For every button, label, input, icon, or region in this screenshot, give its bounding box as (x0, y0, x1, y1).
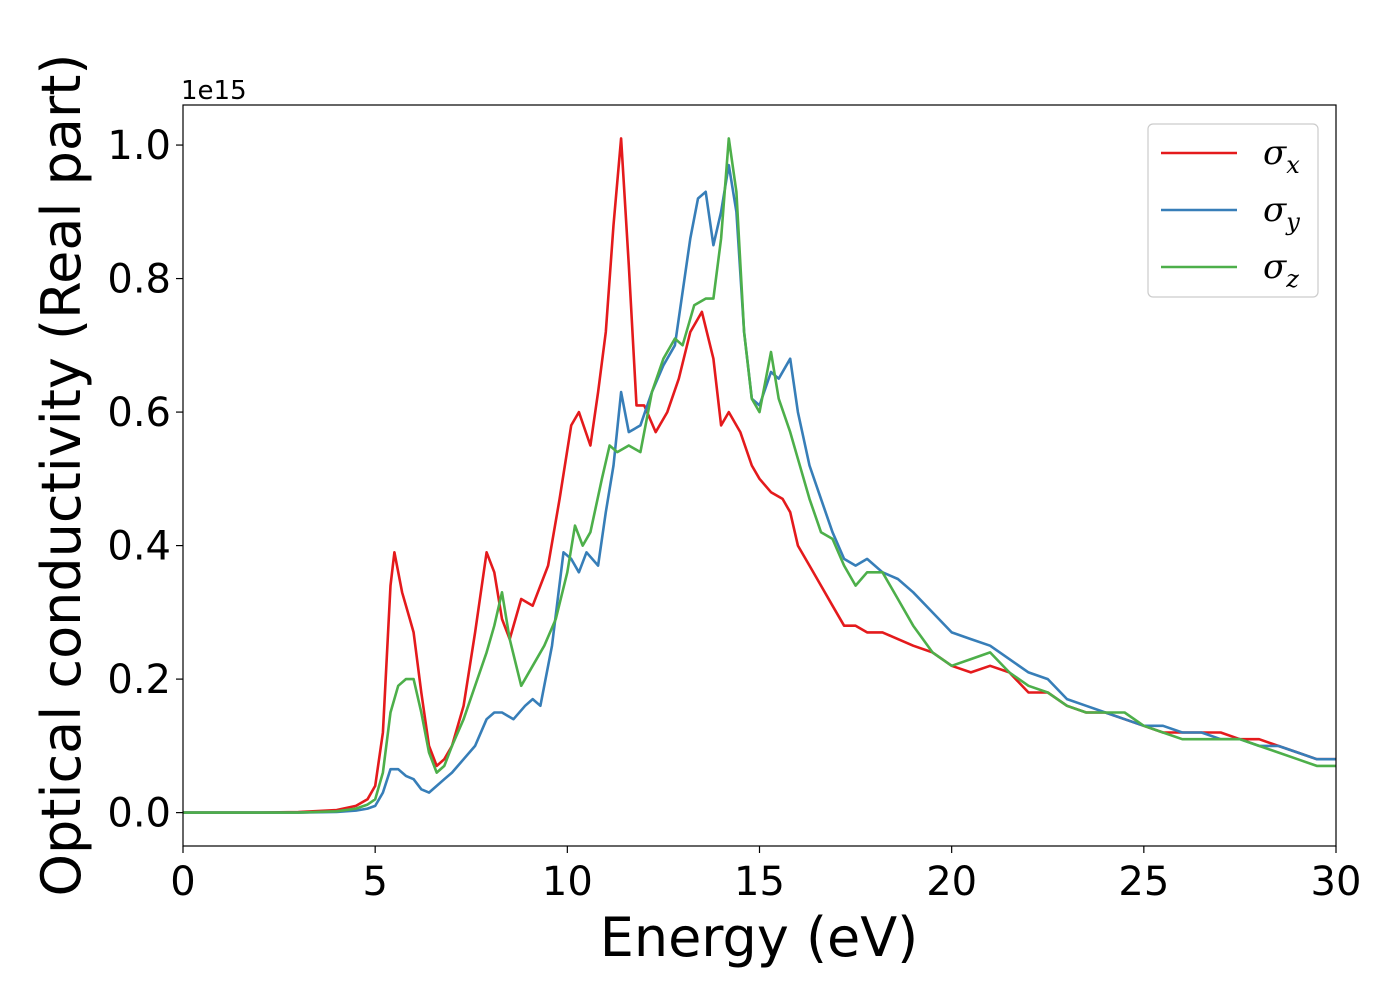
y-axis-ticks: 0.0 0.2 0.4 0.6 0.8 1.0 (107, 123, 183, 837)
y-tick-label: 0.0 (107, 791, 171, 837)
x-tick-label: 25 (1118, 859, 1169, 905)
y-tick-label: 1.0 (107, 123, 171, 169)
x-tick-label: 15 (734, 859, 785, 905)
x-tick-label: 20 (926, 859, 977, 905)
y-tick-label: 0.2 (107, 657, 171, 703)
y-offset-text: 1e15 (181, 76, 247, 106)
x-axis-label: Energy (eV) (600, 906, 919, 969)
series-line-sigma-z (183, 137, 1336, 814)
legend-label-sigma-y: σy (1263, 190, 1300, 236)
series-line-sigma-y (183, 163, 1336, 814)
x-tick-label: 30 (1311, 859, 1362, 905)
series-layer (183, 137, 1336, 814)
legend: σx σy σz (1147, 123, 1319, 298)
y-axis-label: Optical conductivity (Real part) (30, 54, 93, 897)
x-tick-label: 5 (362, 859, 387, 905)
legend-label-sigma-z: σz (1263, 247, 1299, 293)
y-tick-label: 0.4 (107, 524, 171, 570)
y-tick-label: 0.6 (107, 390, 171, 436)
y-tick-label: 0.8 (107, 257, 171, 303)
x-tick-label: 10 (542, 859, 593, 905)
legend-label-sigma-x: σx (1263, 133, 1300, 179)
x-axis-ticks: 0 5 10 15 20 25 30 (170, 846, 1361, 905)
x-tick-label: 0 (170, 859, 195, 905)
